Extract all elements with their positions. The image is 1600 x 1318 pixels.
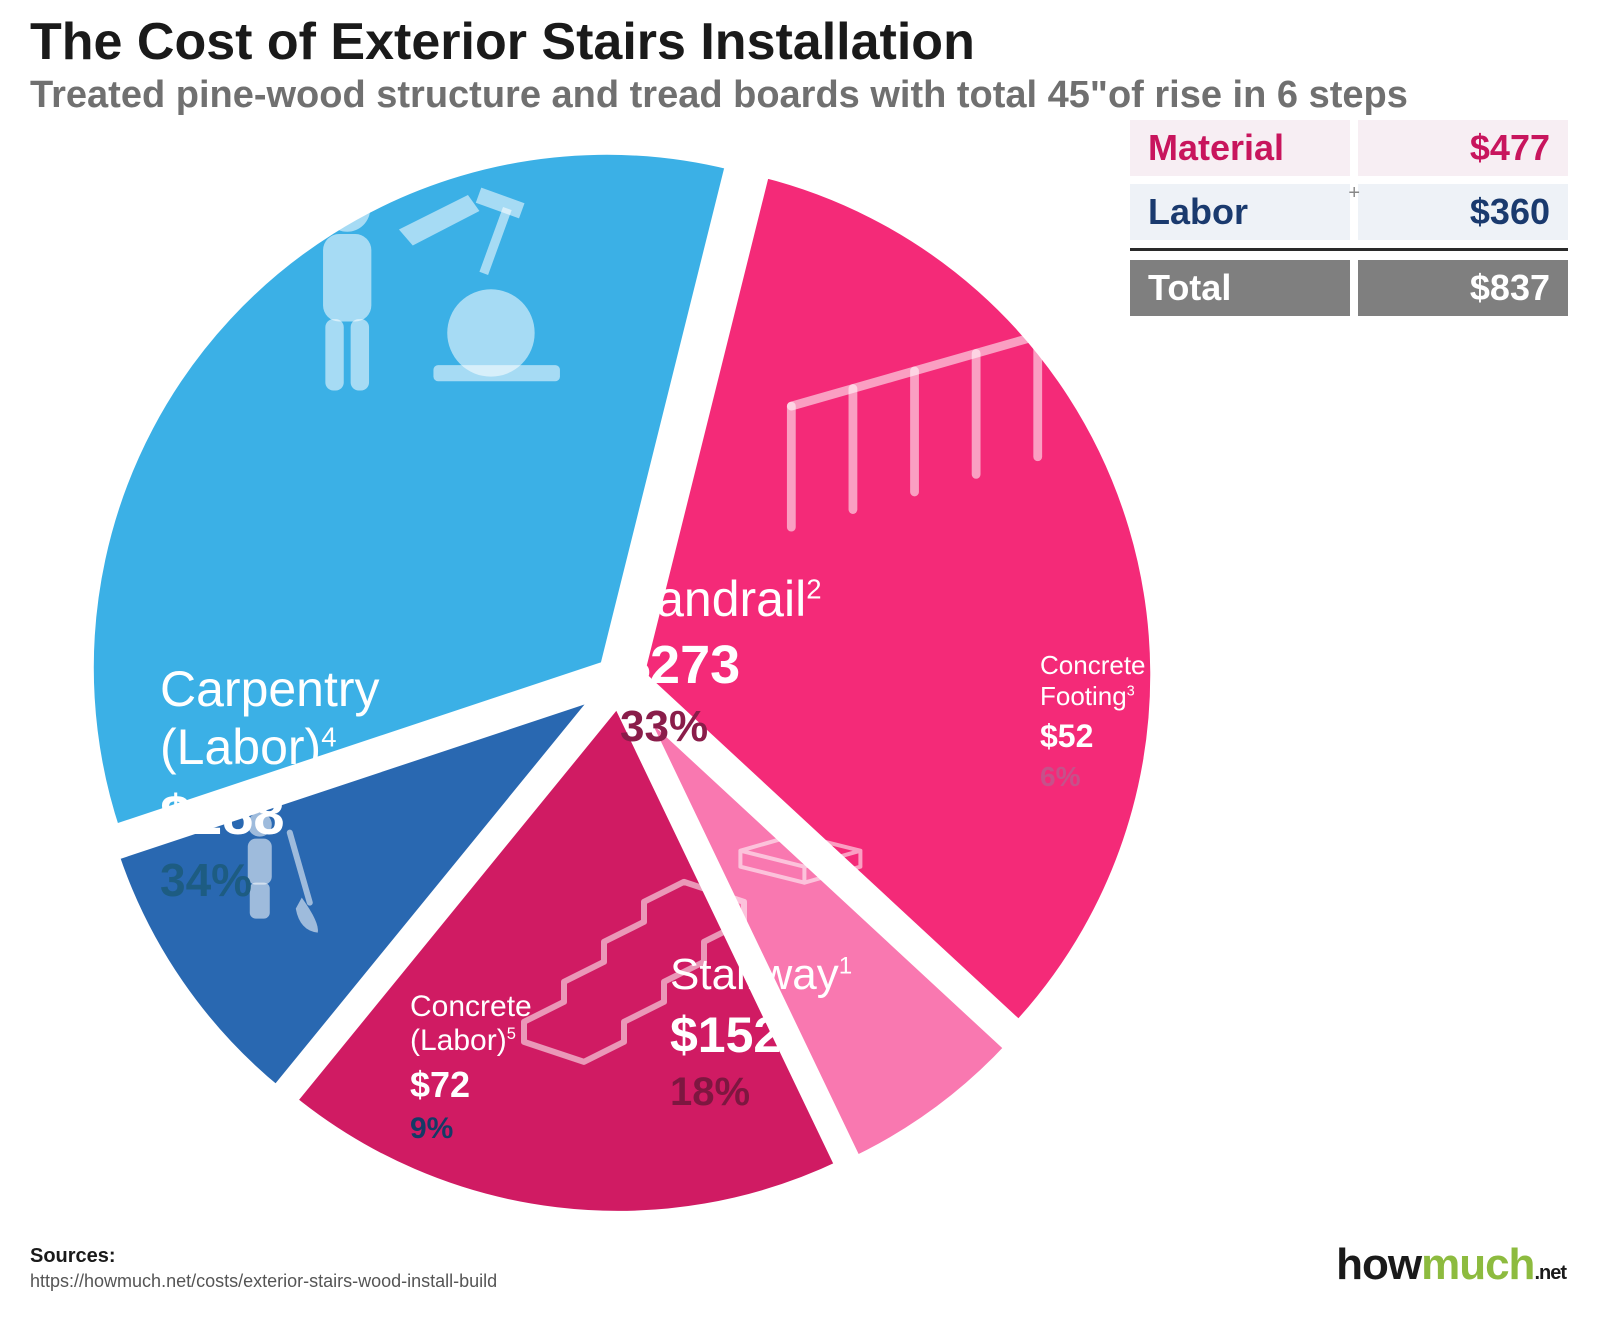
pie-chart-svg — [60, 120, 1180, 1240]
summary-divider — [1130, 248, 1568, 251]
summary-labor-value: $360 — [1358, 184, 1568, 240]
summary-row-total: Total $837 — [1130, 260, 1568, 316]
sources-header: Sources: — [30, 1245, 116, 1268]
logo-net: .net — [1534, 1262, 1566, 1284]
page-subtitle: Treated pine-wood structure and tread bo… — [30, 74, 1408, 117]
summary-total-value: $837 — [1358, 260, 1568, 316]
logo-much: much — [1421, 1240, 1534, 1289]
plus-icon: + — [1348, 182, 1360, 205]
summary-row-material: Material $477 — [1130, 120, 1568, 176]
howmuch-logo: howmuch.net — [1336, 1240, 1566, 1290]
pie-chart: Handrail2$27333%ConcreteFooting3$526%Sta… — [60, 120, 1180, 1240]
summary-material-value: $477 — [1358, 120, 1568, 176]
page-title: The Cost of Exterior Stairs Installation — [30, 12, 975, 72]
sources-url: https://howmuch.net/costs/exterior-stair… — [30, 1271, 497, 1292]
logo-how: how — [1336, 1240, 1421, 1289]
cost-summary-table: Material $477 Labor $360 Total $837 — [1130, 120, 1568, 316]
